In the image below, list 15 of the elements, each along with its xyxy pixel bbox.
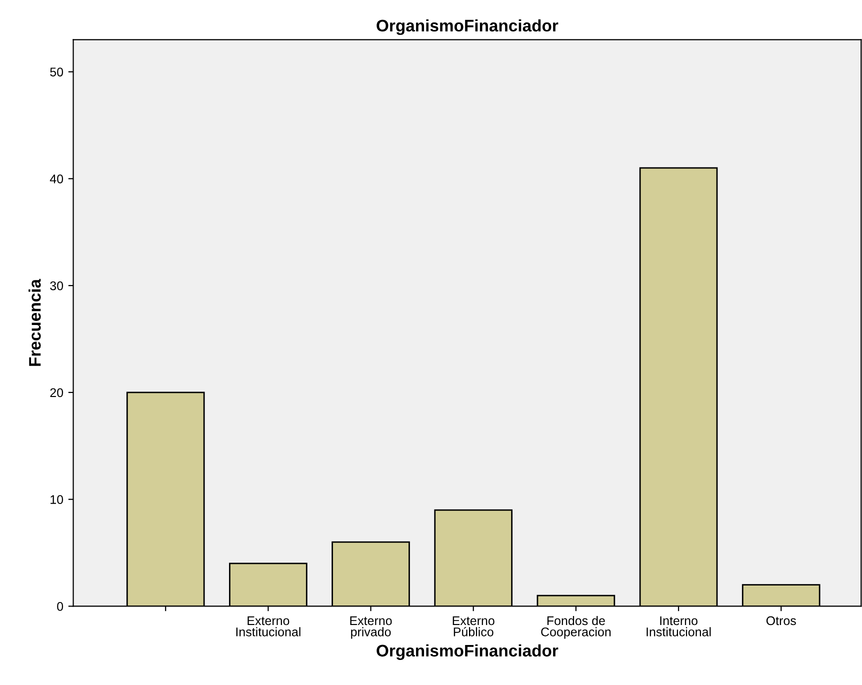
x-tick-label: Otros: [766, 616, 796, 626]
x-tick-label: Fondos de Cooperacion: [541, 616, 611, 639]
x-tick-label: Externo Institucional: [236, 616, 300, 636]
x-axis-title: OrganismoFinanciador: [376, 644, 558, 660]
chart-title: OrganismoFinanciador: [376, 19, 558, 35]
y-tick-label: 0: [57, 602, 64, 611]
x-tick-label: Externo Público: [452, 616, 494, 636]
x-tick-label: Externo privado: [350, 616, 392, 639]
y-tick-label: 10: [50, 495, 64, 504]
y-tick-label: 50: [50, 68, 64, 76]
y-tick-label: 20: [50, 388, 64, 398]
x-tick-label: Interno Institucional: [646, 616, 711, 636]
y-tick-label: 40: [50, 174, 64, 184]
y-axis-title: Frecuencia: [28, 278, 41, 366]
y-tick-label: 30: [50, 281, 64, 290]
